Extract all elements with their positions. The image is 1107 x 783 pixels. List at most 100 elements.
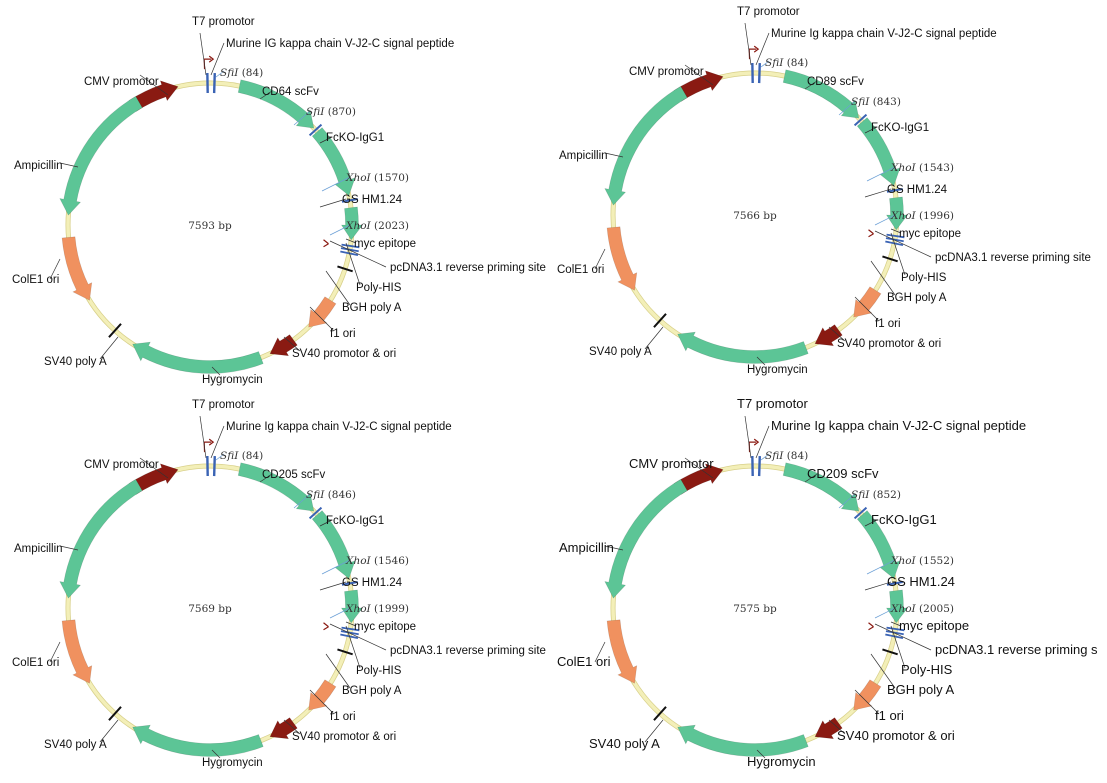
polyhis-label: Poly-HIS: [356, 665, 402, 677]
plasmid-map-cd64: 7593 bp T7 promotor Murine IG kappa chain …: [12, 16, 546, 386]
bgh-label: BGH poly A: [342, 302, 402, 314]
bgh-label: BGH poly A: [342, 685, 402, 697]
ampicillin-arrow: [60, 96, 142, 215]
signal-label: Murine Ig kappa chain V-J2-C signal pept…: [226, 421, 452, 433]
pcdna-label: pcDNA3.1 reverse priming s: [935, 642, 1098, 657]
f1-label: f1 ori: [330, 328, 356, 340]
gs-label: GS HM1.24: [342, 194, 403, 206]
scfv-label: CD89 scFv: [807, 76, 864, 88]
hygromycin-arrow: [678, 332, 809, 363]
pcdna-label: pcDNA3.1 reverse priming site: [935, 252, 1091, 264]
myc-label: myc epitope: [899, 228, 961, 240]
cmv-label: CMV promotor: [84, 76, 159, 88]
cole1-ori-arrow: [62, 237, 92, 300]
hygromycin-arrow: [133, 342, 264, 373]
signal-label: Murine Ig kappa chain V-J2-C signal pept…: [771, 28, 997, 40]
signal-label: Murine IG kappa chain V-J2-C signal pept…: [226, 38, 454, 50]
signal-label: Murine Ig kappa chain V-J2-C signal pept…: [771, 418, 1026, 433]
hygro-label: Hygromycin: [202, 757, 263, 769]
plasmid-size-label: 7593 bp: [188, 220, 232, 232]
pcdna-label: pcDNA3.1 reverse priming site: [390, 645, 546, 657]
plasmid-map-cd89: 7566 bp T7 promotor Murine Ig kappa chain …: [557, 6, 1091, 376]
sv40polya-label: SV40 poly A: [44, 739, 107, 751]
sv40polya-label: SV40 poly A: [589, 346, 652, 358]
f1-ori-arrow: [309, 680, 336, 710]
amp-label: Ampicillin: [14, 543, 63, 555]
polyhis-label: Poly-HIS: [901, 662, 953, 677]
plasmid-map-cd209: 7575 bp T7 promotor Murine Ig kappa chain …: [557, 396, 1098, 769]
f1-label: f1 ori: [875, 318, 901, 330]
fcko-label: FcKO-IgG1: [326, 515, 384, 527]
pcdna-priming-arrow: [324, 623, 329, 630]
t7-leader: [745, 23, 751, 65]
t7-leader: [200, 416, 206, 458]
sv40polya-label: SV40 poly A: [589, 736, 660, 751]
ampicillin-arrow: [605, 86, 687, 205]
hygro-label: Hygromycin: [747, 364, 808, 376]
t7-label: T7 promotor: [737, 396, 808, 411]
xho2-label: XhoI (1999): [345, 603, 409, 615]
amp-label: Ampicillin: [14, 160, 63, 172]
hygromycin-arrow: [678, 725, 809, 756]
f1-label: f1 ori: [875, 708, 904, 723]
colE1-label: ColE1 ori: [12, 274, 59, 286]
sfi2-label: SfiI (852): [851, 489, 901, 501]
cole1-ori-arrow: [607, 620, 637, 683]
sfi2-label: SfiI (870): [306, 106, 356, 118]
myc-label: myc epitope: [899, 618, 969, 633]
colE1-label: ColE1 ori: [557, 264, 604, 276]
sv40prom-label: SV40 promotor & ori: [837, 338, 941, 350]
sfi1-site-bar: [214, 456, 215, 476]
f1-ori-arrow: [854, 680, 881, 710]
cole1-ori-arrow: [607, 227, 637, 290]
fcko-label: FcKO-IgG1: [326, 132, 384, 144]
sfi1-label: SfiI (84): [220, 67, 263, 79]
sfi1-site-bar: [214, 73, 215, 93]
xho1-label: XhoI (1546): [345, 555, 409, 567]
pcdna-priming-arrow: [869, 623, 874, 630]
hygro-label: Hygromycin: [747, 754, 816, 769]
fcko-label: FcKO-IgG1: [871, 512, 937, 527]
gs-label: GS HM1.24: [887, 184, 948, 196]
pcdna-priming-arrow: [324, 240, 329, 247]
sfi1-label: SfiI (84): [765, 57, 808, 69]
t7-leader: [745, 416, 751, 458]
pcdna-priming-arrow: [869, 230, 874, 237]
sfi1-site-bar: [759, 63, 760, 83]
sfi1-site-bar: [759, 456, 760, 476]
sfi2-label: SfiI (846): [306, 489, 356, 501]
xho2-label: XhoI (2005): [890, 603, 954, 615]
t7-leader: [200, 33, 206, 75]
xho1-label: XhoI (1552): [890, 555, 954, 567]
sv40prom-label: SV40 promotor & ori: [292, 348, 396, 360]
plasmid-size-label: 7569 bp: [188, 603, 232, 615]
sfi2-label: SfiI (843): [851, 96, 901, 108]
amp-label: Ampicillin: [559, 150, 608, 162]
t7-label: T7 promotor: [192, 16, 255, 28]
scfv-label: CD205 scFv: [262, 469, 326, 481]
cole1-ori-arrow: [62, 620, 92, 683]
myc-label: myc epitope: [354, 621, 416, 633]
gs-label: GS HM1.24: [887, 574, 955, 589]
bgh-label: BGH poly A: [887, 292, 947, 304]
f1-ori-arrow: [309, 297, 336, 327]
sv40polya-label: SV40 poly A: [44, 356, 107, 368]
xho1-label: XhoI (1570): [345, 172, 409, 184]
t7-label: T7 promotor: [737, 6, 800, 18]
amp-label: Ampicillin: [559, 540, 614, 555]
gs-label: GS HM1.24: [342, 577, 403, 589]
sfi1-label: SfiI (84): [220, 450, 263, 462]
myc-label: myc epitope: [354, 238, 416, 250]
xho2-label: XhoI (2023): [345, 220, 409, 232]
pcdna-label: pcDNA3.1 reverse priming site: [390, 262, 546, 274]
xho2-label: XhoI (1996): [890, 210, 954, 222]
hygro-label: Hygromycin: [202, 374, 263, 386]
sv40prom-label: SV40 promotor & ori: [292, 731, 396, 743]
scfv-label: CD64 scFv: [262, 86, 319, 98]
plasmid-size-label: 7575 bp: [733, 603, 777, 615]
sfi1-label: SfiI (84): [765, 450, 808, 462]
plasmid-size-label: 7566 bp: [733, 210, 777, 222]
ampicillin-arrow: [60, 479, 142, 598]
